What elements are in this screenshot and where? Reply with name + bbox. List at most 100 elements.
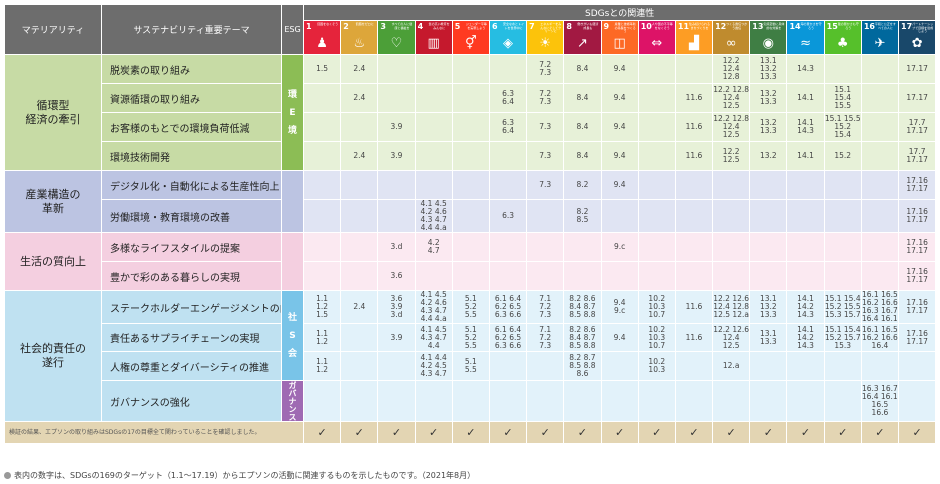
target-cell: 17.17 [897,83,937,113]
target-cell [488,170,528,200]
target-cell [451,54,490,84]
target-cell [451,170,490,200]
bullet-icon [4,472,11,479]
target-cell: 15.1 15.4 15.2 15.7 15.3 [823,323,862,352]
target-cell [749,261,788,291]
sdg-glyph-icon: ∞ [725,36,737,51]
table-row: 社会的責任の 遂行 ステークホルダーエンゲージメントの向上社 S 会 1.1 1.2… [4,290,937,422]
target-cell: 3.6 [377,261,416,291]
check-icon: ✓ [749,421,788,444]
target-cell [451,380,490,422]
check-icon: ✓ [600,421,639,444]
target-cell [786,261,825,291]
target-cell [414,112,453,142]
target-cell: 14.1 [786,83,825,113]
sdg-number: 16 [863,22,875,31]
target-cell [823,199,862,233]
target-cell [786,170,825,200]
check-icon: ✓ [377,421,416,444]
target-cell: 15.2 [823,141,862,171]
table-header: マテリアリティ サステナビリティ重要テーマ ESG SDGsとの関連性 1 貧困を… [4,4,937,55]
sdg-17-icon: 17 パートナーシップで目標を達成しよう ✿ [897,20,937,55]
target-cell: 7.1 7.2 7.3 [526,290,565,324]
target-cell [712,170,751,200]
target-cell: 17.7 17.17 [897,112,937,142]
header-sdgs: SDGsとの関連性 [302,4,937,21]
target-cell [302,232,342,262]
target-cell: 3.6 3.9 3.d [377,290,416,324]
sdg-label: すべての人に健康と福祉を [391,22,413,30]
sdg-label: 海の豊かさを守ろう [800,22,822,30]
target-cell: 3.d [377,232,416,262]
target-cell: 12.2 12.8 12.4 12.5 [712,112,751,142]
target-cell [823,54,862,84]
sdg-label: エネルギーをみんなにそしてクリーンに [540,22,562,33]
target-cell: 11.6 [674,290,714,324]
target-cell [340,261,379,291]
target-cell [749,232,788,262]
table-row: 産業構造の 革新 デジタル化・自動化による生産性向上 7.3 8.2 9.4 17.16 … [4,170,937,233]
target-cell [451,141,490,171]
sdg-15-icon: 15 陸の豊かさも守ろう ♣ [823,20,862,55]
sdg-label: ジェンダー平等を実現しよう [465,22,487,30]
target-cell: 8.2 8.5 [563,199,602,233]
target-cell [823,380,862,422]
sdg-glyph-icon: ◉ [762,36,775,51]
target-cell [674,380,714,422]
target-cell: 14.1 14.3 [786,112,825,142]
table-row: 環境技術開発 2.4 3.9 7.3 8.4 9.4 11.6 12.2 12.5 13.2 14… [5,141,937,171]
target-cell: 8.2 8.6 8.4 8.7 8.5 8.8 [563,323,602,352]
table-row: 労働環境・教育環境の改善 4.1 4.5 4.2 4.6 4.3 4.7 4.4 … [5,199,937,233]
target-cell [860,112,900,142]
target-cell [451,232,490,262]
target-cell: 9.4 [600,83,639,113]
target-cell [823,232,862,262]
target-cell [451,199,490,233]
target-cell: 6.3 6.4 [488,112,528,142]
target-cell [786,351,825,381]
target-cell: 10.2 10.3 10.7 [637,290,676,324]
target-cell: 9.4 [600,54,639,84]
target-cell: 3.9 [377,112,416,142]
target-cell [860,54,900,84]
sdg-glyph-icon: ☀ [539,36,552,51]
target-cell [340,380,379,422]
theme-cell: デジタル化・自動化による生産性向上 [101,170,282,200]
target-cell: 3.9 [377,141,416,171]
sdg-glyph-icon: ≈ [800,36,811,51]
sdg-table: マテリアリティ サステナビリティ重要テーマ ESG SDGsとの関連性 1 貧困を… [4,4,937,444]
target-cell: 9.4 9.c [600,290,639,324]
sdg-14-icon: 14 海の豊かさを守ろう ≈ [786,20,825,55]
target-cell [600,199,639,233]
theme-cell: 豊かで彩のある暮らしの実現 [101,261,282,291]
sdg-11-icon: 11 住み続けられるまちづくりを ▟ [674,20,714,55]
target-cell: 6.1 6.4 6.2 6.5 6.3 6.6 [488,323,528,352]
target-cell: 16.3 16.7 16.4 16.10 16.5 16.6 [860,380,900,422]
target-cell [563,380,602,422]
check-icon: ✓ [860,421,900,444]
target-cell: 4.1 4.5 4.3 4.7 4.4 [414,323,453,352]
target-cell [340,170,379,200]
target-cell: 13.2 13.3 [749,112,788,142]
footnote: 表内の数字は、SDGsの169のターゲット（1.1〜17.19）からエプソンの活… [4,470,475,481]
sdg-number: 5 [454,22,461,31]
sdg-glyph-icon: ✿ [911,36,923,51]
target-cell: 4.2 4.7 [414,232,453,262]
sdg-label: 住み続けられるまちづくりを [688,22,710,30]
target-cell [377,199,416,233]
target-cell: 3.9 [377,323,416,352]
sdg-number: 15 [826,22,838,31]
target-cell [302,83,342,113]
target-cell [414,261,453,291]
sdg-3-icon: 3 すべての人に健康と福祉を ♡ [377,20,416,55]
table-row: お客様のもとでの環境負荷低減 3.9 6.3 6.4 7.3 8.4 9.4 11.6 12.… [5,112,937,142]
target-cell [600,351,639,381]
target-cell [674,199,714,233]
target-cell: 17.16 17.17 [897,170,937,200]
target-cell [302,170,342,200]
check-icon: ✓ [823,421,862,444]
target-cell [302,261,342,291]
target-cell [712,232,751,262]
table-row: 生活の質向上 多様なライフスタイルの提案 3.d 4.2 4.7 9.c 17.16 17… [4,232,937,291]
target-cell [860,232,900,262]
